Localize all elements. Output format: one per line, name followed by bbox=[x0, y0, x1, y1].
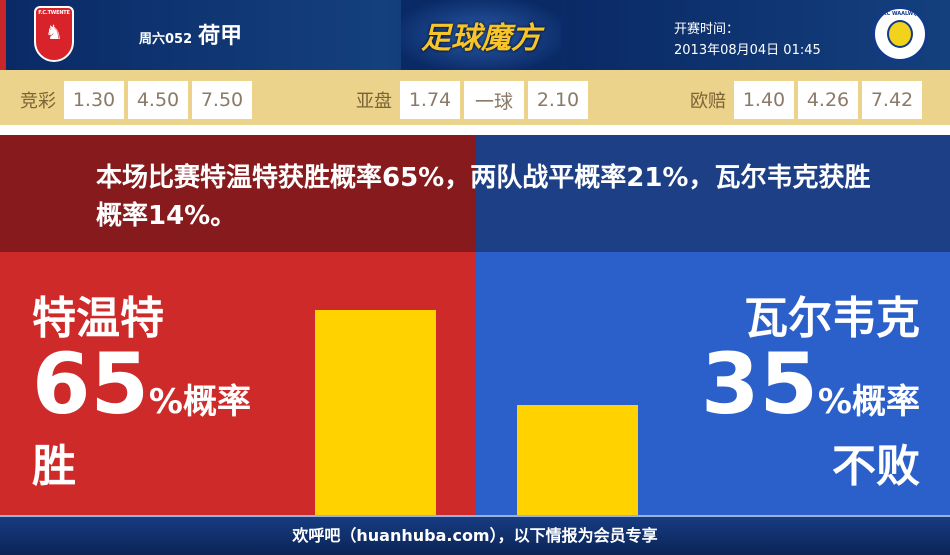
prediction-panel: 特温特 65%概率 胜 瓦尔韦克 35%概率 不败 bbox=[0, 252, 950, 515]
odds-label: 欧赔 bbox=[690, 91, 726, 112]
devil-icon: ♞ bbox=[45, 20, 63, 44]
home-probability: 65%概率 bbox=[32, 342, 251, 426]
home-logo-text: F.C.TWENTE bbox=[38, 10, 70, 16]
odds-value: 7.42 bbox=[862, 81, 922, 119]
away-team-logo: RKC WAALWIJK bbox=[872, 6, 928, 62]
odds-value: 7.50 bbox=[192, 81, 252, 119]
home-probability-bar bbox=[315, 310, 436, 515]
odds-value: 1.40 bbox=[734, 81, 794, 119]
odds-euro: 欧赔 1.40 4.26 7.42 bbox=[690, 81, 922, 119]
league-name: 荷甲 bbox=[198, 24, 243, 49]
odds-value: 4.26 bbox=[798, 81, 858, 119]
away-pct-value: 35 bbox=[701, 335, 818, 433]
pct-suffix: %概率 bbox=[148, 382, 251, 422]
odds-jingcai: 竞彩 1.30 4.50 7.50 bbox=[20, 81, 252, 119]
league-info: 周六052 荷甲 bbox=[139, 18, 242, 50]
odds-bar: 竞彩 1.30 4.50 7.50 亚盘 1.74 一球 2.10 欧赔 1.4… bbox=[0, 70, 950, 130]
footer-banner[interactable]: 欢呼吧（huanhuba.com），以下情报为会员专享 bbox=[0, 515, 950, 555]
away-probability-bar bbox=[517, 404, 638, 515]
away-result: 不败 bbox=[832, 441, 920, 492]
pct-suffix: %概率 bbox=[817, 382, 920, 422]
odds-value: 2.10 bbox=[528, 81, 588, 119]
odds-label: 竞彩 bbox=[20, 91, 56, 112]
home-pct-value: 65 bbox=[32, 335, 149, 433]
brand-text: 足球魔方 bbox=[421, 21, 541, 56]
match-header: F.C.TWENTE ♞ 周六052 荷甲 足球魔方 开赛时间： 2013年08… bbox=[0, 0, 950, 70]
summary-text: 本场比赛特温特获胜概率65%，两队战平概率21%，瓦尔韦克获胜概率14%。 bbox=[96, 163, 871, 231]
prediction-summary: 本场比赛特温特获胜概率65%，两队战平概率21%，瓦尔韦克获胜概率14%。 bbox=[0, 135, 950, 252]
odds-value: 4.50 bbox=[128, 81, 188, 119]
home-result: 胜 bbox=[32, 441, 76, 492]
kickoff-label: 开赛时间： bbox=[674, 22, 740, 37]
lion-icon bbox=[887, 20, 913, 48]
kickoff-time: 2013年08月04日 01:45 bbox=[674, 43, 821, 58]
match-round: 周六052 bbox=[139, 32, 193, 47]
away-team-name: 瓦尔韦克 bbox=[744, 293, 920, 344]
brand-logo: 足球魔方 bbox=[401, 0, 561, 70]
home-team-name: 特温特 bbox=[32, 293, 164, 344]
odds-asian: 亚盘 1.74 一球 2.10 bbox=[356, 81, 588, 119]
odds-value: 1.30 bbox=[64, 81, 124, 119]
odds-value: 一球 bbox=[464, 81, 524, 119]
away-logo-text: RKC WAALWIJK bbox=[879, 11, 921, 17]
home-team-logo: F.C.TWENTE ♞ bbox=[34, 6, 74, 62]
odds-value: 1.74 bbox=[400, 81, 460, 119]
odds-label: 亚盘 bbox=[356, 91, 392, 112]
away-probability: 35%概率 bbox=[701, 342, 920, 426]
